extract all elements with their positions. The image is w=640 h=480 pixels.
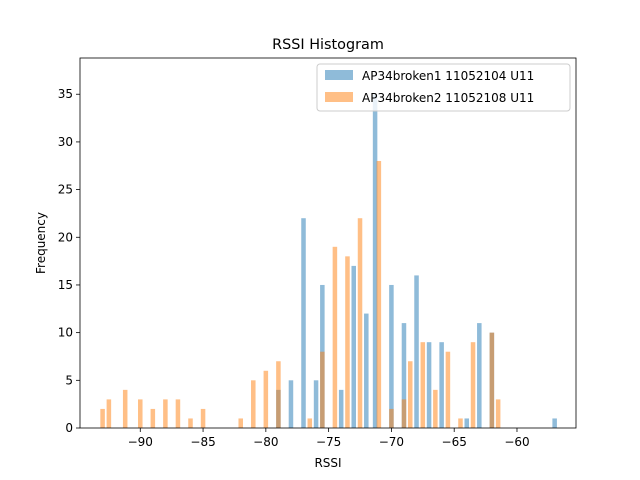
x-tick-label: −65 xyxy=(442,435,467,449)
bar-series-1-11 xyxy=(401,323,407,428)
series-2 xyxy=(100,160,501,429)
bar-series-2-24 xyxy=(433,389,438,428)
bar-series-2-29 xyxy=(495,399,501,428)
x-axis: −90 −85 −80 −75 −70 −65 −60 xyxy=(128,428,530,449)
chart-title: RSSI Histogram xyxy=(272,37,384,53)
bar-series-2-27 xyxy=(470,342,476,428)
bar-series-2-15 xyxy=(320,351,325,428)
y-tick-label: 35 xyxy=(58,87,73,101)
x-axis-label: RSSI xyxy=(314,456,341,470)
bar-series-2-28 xyxy=(489,332,495,428)
bar-series-2-3 xyxy=(122,389,128,428)
bar-series-2-20 xyxy=(389,408,394,428)
bar-series-2-9 xyxy=(200,408,206,428)
bar-series-2-4 xyxy=(138,399,143,428)
y-tick-label: 30 xyxy=(58,135,73,149)
y-axis: 0 5 10 15 20 25 30 35 xyxy=(58,87,80,435)
legend: AP34broken1 11052104 U11 AP34broken2 110… xyxy=(316,63,571,112)
bar-series-2-6 xyxy=(163,399,168,428)
x-tick-label: −70 xyxy=(379,435,404,449)
bar-series-2-18 xyxy=(357,218,363,428)
bar-series-1-2 xyxy=(288,380,294,428)
bar-series-1-10 xyxy=(389,284,394,428)
bar-series-1-12 xyxy=(414,275,419,428)
y-tick-label: 0 xyxy=(65,421,73,435)
bar-series-1-8 xyxy=(364,313,369,428)
bar-series-1-7 xyxy=(351,265,356,428)
bar-series-1-4 xyxy=(313,380,319,428)
bar-series-2-8 xyxy=(188,418,193,428)
bar-series-1-3 xyxy=(301,218,306,428)
bar-series-2-17 xyxy=(345,256,350,428)
bar-series-2-7 xyxy=(175,399,181,428)
legend-swatch-series-2 xyxy=(325,92,353,102)
y-tick-label: 10 xyxy=(58,326,73,340)
bar-series-2-21 xyxy=(401,399,407,428)
bar-series-2-14 xyxy=(307,418,313,428)
x-tick-label: −90 xyxy=(128,435,153,449)
bar-series-2-11 xyxy=(251,380,256,428)
axes-frame xyxy=(79,57,577,429)
bar-series-2-2 xyxy=(106,399,112,428)
bar-series-1-16 xyxy=(477,323,482,428)
bar-series-2-23 xyxy=(420,342,426,428)
y-axis-label: Frequency xyxy=(34,212,48,274)
bar-series-2-19 xyxy=(376,160,382,429)
x-tick-label: −85 xyxy=(190,435,215,449)
x-tick-label: −80 xyxy=(253,435,278,449)
legend-label-series-1: AP34broken1 11052104 U11 xyxy=(362,69,534,83)
bar-series-1-15 xyxy=(464,418,470,428)
bar-series-1-14 xyxy=(439,342,444,428)
bar-series-2-5 xyxy=(150,408,156,428)
bar-series-1-9 xyxy=(372,94,378,429)
y-tick-label: 15 xyxy=(58,278,73,292)
legend-swatch-series-1 xyxy=(325,70,353,80)
bar-series-1-18 xyxy=(552,418,557,428)
y-tick-label: 5 xyxy=(65,373,73,387)
bar-series-1-13 xyxy=(426,342,432,428)
x-tick-label: −60 xyxy=(504,435,529,449)
bar-series-2-16 xyxy=(332,246,338,428)
bar-series-2-12 xyxy=(263,370,269,428)
bar-series-2-1 xyxy=(100,408,105,428)
bar-series-2-13 xyxy=(276,361,281,428)
bar-series-2-10 xyxy=(238,418,243,428)
x-tick-label: −75 xyxy=(316,435,341,449)
legend-box xyxy=(316,63,571,112)
bar-series-2-25 xyxy=(445,351,451,428)
legend-label-series-2: AP34broken2 11052108 U11 xyxy=(362,91,534,105)
bars-layer xyxy=(100,94,557,429)
bar-series-1-6 xyxy=(338,389,344,428)
bar-series-2-22 xyxy=(407,361,413,428)
y-tick-label: 25 xyxy=(58,183,73,197)
bar-series-2-26 xyxy=(458,418,463,428)
y-tick-label: 20 xyxy=(58,230,73,244)
